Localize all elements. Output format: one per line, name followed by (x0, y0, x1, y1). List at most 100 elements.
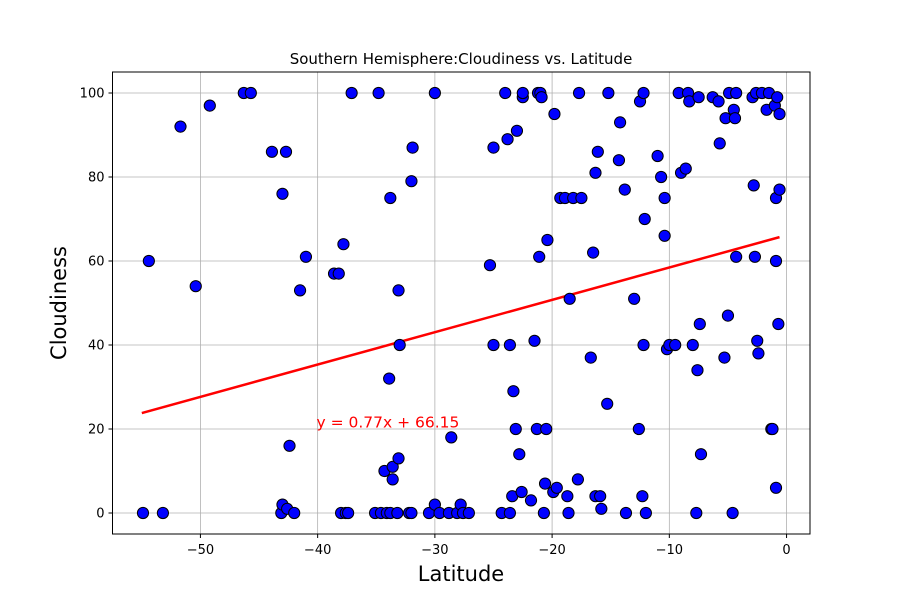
regression-equation-label: y = 0.77x + 66.15 (316, 414, 459, 432)
data-point (619, 506, 633, 520)
data-point (772, 317, 785, 331)
data-point (392, 284, 405, 297)
data-point (747, 179, 760, 192)
data-point (503, 338, 516, 352)
data-point (541, 233, 554, 247)
data-point (142, 254, 155, 268)
data-point (499, 86, 512, 100)
data-point (669, 338, 682, 352)
y-tick-label: 100 (80, 87, 105, 102)
data-point (728, 112, 742, 125)
data-point (540, 422, 553, 436)
data-point (405, 506, 418, 520)
data-point (601, 397, 614, 410)
data-point (766, 422, 779, 436)
y-tick-label: 0 (96, 507, 104, 522)
y-axis-ticks: 0 20 40 60 80 100 (80, 87, 113, 522)
x-axis-ticks: −50 −40 −30 −20 −10 0 (187, 534, 791, 558)
data-point (730, 250, 743, 263)
data-point (515, 485, 528, 499)
data-point (718, 351, 731, 364)
data-point (748, 250, 762, 263)
data-point (283, 439, 296, 452)
data-point (483, 259, 497, 272)
x-tick-label: 0 (782, 543, 790, 558)
data-point (694, 448, 708, 461)
data-point (174, 120, 187, 133)
regression-line (141, 235, 780, 415)
data-point (513, 448, 526, 461)
data-point (639, 506, 652, 520)
data-point (509, 422, 522, 436)
data-point (386, 460, 399, 473)
data-point (265, 145, 279, 158)
data-point (658, 229, 671, 242)
data-point (189, 280, 202, 293)
data-point (384, 191, 397, 205)
x-tick-label: −50 (187, 543, 214, 558)
data-point (726, 506, 739, 520)
x-tick-label: −40 (304, 543, 331, 558)
data-point (628, 292, 641, 305)
y-tick-label: 60 (88, 255, 105, 270)
data-point (156, 506, 170, 520)
data-point (637, 86, 650, 100)
plot-frame (112, 71, 811, 535)
data-point (392, 452, 405, 465)
data-point (752, 347, 765, 360)
grid-lines (112, 72, 810, 534)
data-point (487, 141, 500, 154)
data-point (386, 473, 399, 486)
y-tick-label: 20 (88, 423, 105, 438)
data-point (769, 254, 783, 268)
data-point (337, 238, 350, 251)
data-point (383, 372, 396, 385)
data-point (589, 166, 602, 179)
data-point (713, 137, 726, 150)
data-point (203, 99, 216, 112)
data-point (332, 267, 345, 280)
y-tick-label: 80 (88, 171, 105, 186)
data-point (501, 133, 514, 146)
data-point (487, 338, 500, 352)
data-point (538, 477, 552, 490)
data-point (299, 250, 313, 263)
data-point (632, 422, 645, 436)
data-point (591, 145, 604, 158)
y-tick-label: 40 (88, 339, 105, 354)
data-point (391, 506, 404, 520)
data-point (587, 246, 600, 259)
data-point (342, 506, 355, 520)
data-point (288, 506, 301, 520)
data-point (528, 334, 541, 347)
data-point (584, 351, 597, 364)
data-point (594, 490, 607, 503)
data-point (372, 86, 385, 100)
data-point (575, 191, 588, 205)
data-point (533, 250, 546, 263)
data-point (613, 116, 627, 129)
data-point (636, 490, 649, 503)
data-point (595, 502, 608, 515)
data-point (637, 338, 650, 352)
data-point (507, 385, 520, 398)
data-points (136, 86, 786, 520)
chart-title: Southern Hemisphere:Cloudiness vs. Latit… (290, 50, 633, 68)
data-point (692, 91, 705, 104)
data-point (279, 145, 293, 158)
data-point (516, 86, 529, 100)
data-point (537, 506, 550, 520)
data-point (690, 506, 703, 520)
data-point (548, 107, 561, 121)
data-point (405, 175, 418, 188)
data-point (769, 481, 783, 494)
data-point (276, 187, 289, 200)
data-point (293, 284, 307, 297)
regression-line-group (141, 235, 780, 415)
data-point (651, 149, 664, 163)
x-tick-label: −30 (421, 543, 448, 558)
data-point (721, 309, 735, 322)
data-point (638, 212, 651, 226)
data-point (693, 317, 706, 331)
